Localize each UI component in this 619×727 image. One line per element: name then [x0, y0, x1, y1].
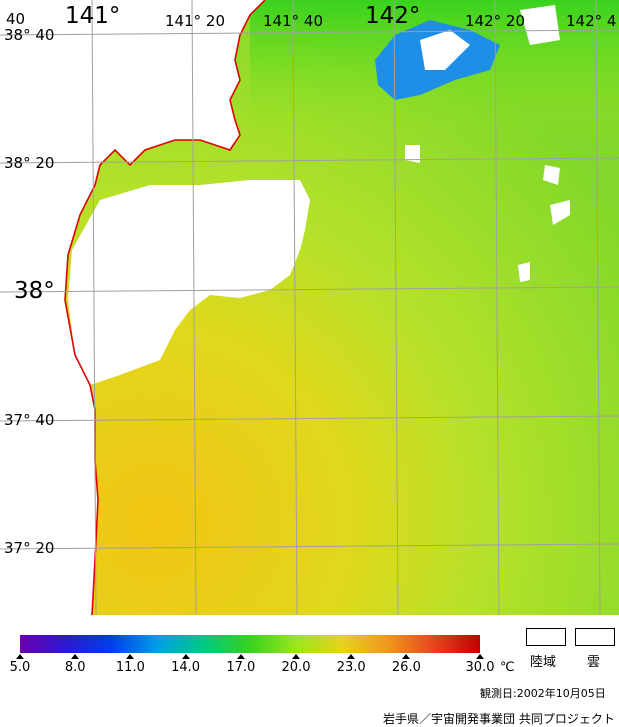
sst-map-svg [0, 0, 619, 615]
temperature-colorbar [20, 635, 480, 653]
lon-label-141-40: 141° 40 [263, 12, 323, 30]
coastline [64, 0, 266, 615]
colorbar-tick [181, 654, 190, 659]
land-legend-swatch [526, 628, 566, 646]
colorbar-tick [236, 654, 245, 659]
cloud-patch [520, 5, 560, 45]
colorbar-tick-label: 30.0 [465, 660, 495, 675]
lat-label-37-20: 37° 20 [4, 539, 55, 557]
colorbar-tick-label: 17.0 [226, 660, 256, 675]
colorbar-tick [347, 654, 356, 659]
unit-label: ℃ [500, 660, 515, 675]
land-mainland [0, 0, 265, 615]
cloud-patch [405, 145, 420, 163]
cloud-patch [550, 200, 570, 225]
lat-label-38-40: 38° 40 [4, 26, 55, 44]
lat-label-37-40: 37° 40 [4, 411, 55, 429]
cloud-patch [518, 262, 530, 282]
colorbar-tick [71, 654, 80, 659]
cloud-patch [543, 165, 560, 185]
colorbar-tick-label: 23.0 [336, 660, 366, 675]
colorbar-tick-label: 11.0 [115, 660, 145, 675]
observation-date: 観測日:2002年10月05日 [480, 687, 606, 700]
corner-label: 40 [6, 10, 26, 28]
land-legend-label: 陸域 [530, 655, 557, 670]
lon-label-142-20: 142° 20 [465, 12, 525, 30]
cloud-legend-label: 雲 [587, 655, 601, 670]
cloud-legend-swatch [575, 628, 615, 646]
colorbar-tick [476, 654, 484, 659]
land-bay [68, 180, 310, 385]
credit-line: 岩手県／宇宙開発事業団 共同プロジェクト [383, 712, 615, 726]
colorbar-tick-label: 26.0 [391, 660, 421, 675]
sst-map: 40 141° 141° 20 141° 40 142° 142° 20 142… [0, 0, 619, 615]
colorbar-tick-label: 20.0 [281, 660, 311, 675]
lat-label-38: 38° [14, 278, 55, 304]
lat-label-38-20: 38° 20 [4, 154, 55, 172]
cloud-patch [420, 30, 470, 70]
lon-label-142: 142° [365, 3, 421, 29]
graticule [0, 0, 619, 615]
colorbar-tick [292, 654, 300, 659]
lon-label-142-40: 142° 4 [566, 12, 617, 30]
colorbar-tick-label: 14.0 [171, 660, 201, 675]
colorbar-tick [16, 654, 24, 659]
lon-label-141-20: 141° 20 [165, 12, 225, 30]
colorbar-tick-label: 8.0 [64, 660, 86, 675]
colorbar-tick [402, 654, 411, 659]
colorbar-tick-label: 5.0 [9, 660, 31, 675]
colorbar-tick [126, 654, 135, 659]
lon-label-141: 141° [65, 3, 121, 29]
